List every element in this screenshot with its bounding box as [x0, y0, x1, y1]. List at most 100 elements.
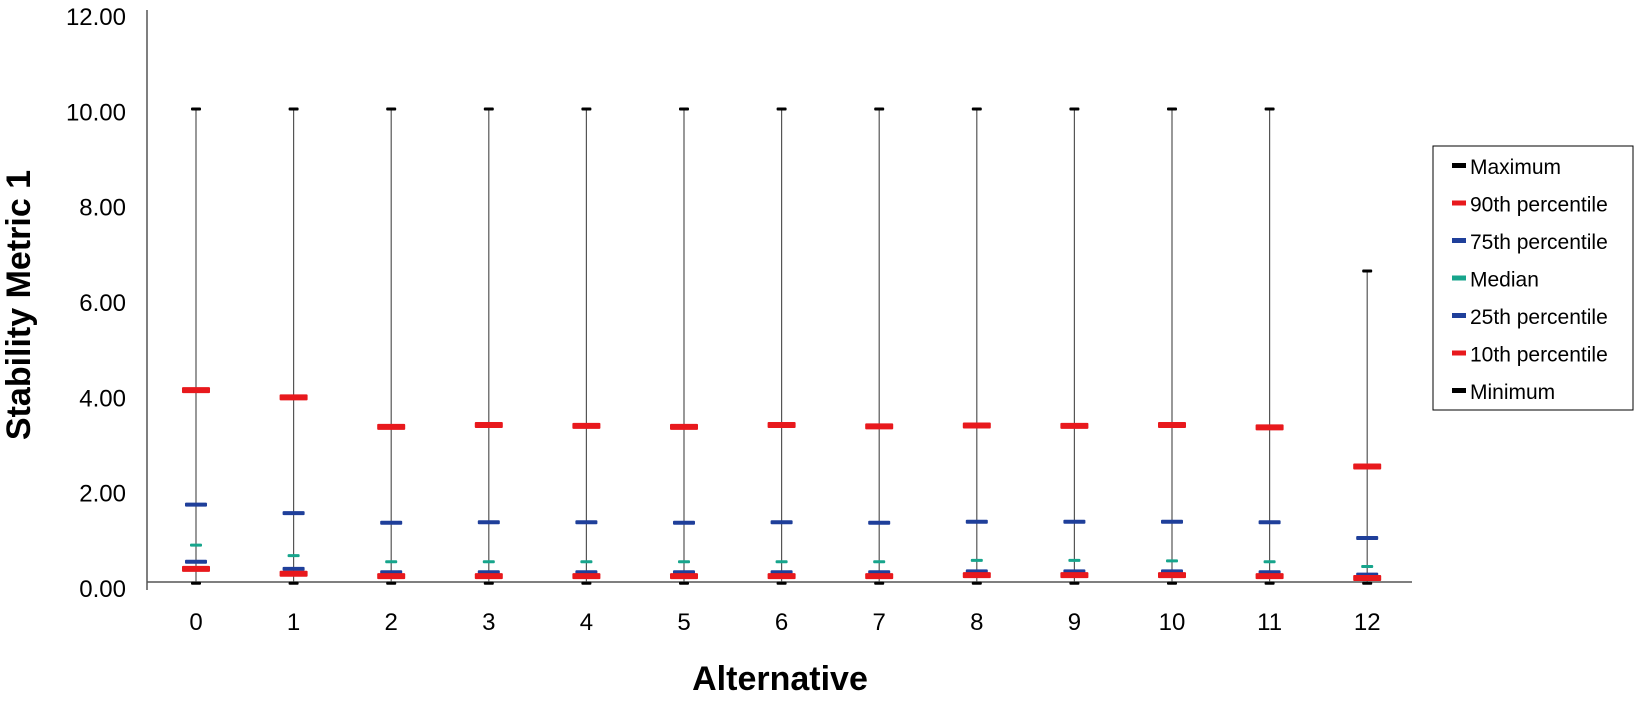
legend-item: 90th percentile	[1452, 194, 1608, 217]
mark-median	[482, 560, 495, 564]
mark-75th-percentile	[673, 520, 695, 525]
x-tick-label: 12	[1354, 609, 1381, 636]
legend-item: 10th percentile	[1452, 344, 1608, 367]
mark-minimum	[776, 581, 787, 585]
mark-10th-percentile	[962, 572, 991, 579]
mark-90th-percentile	[1060, 422, 1089, 429]
mark-75th-percentile	[1258, 520, 1281, 525]
y-tick-label: 6.00	[79, 290, 126, 317]
x-tick-label: 9	[1068, 609, 1081, 636]
x-tick-label: 8	[970, 609, 983, 636]
y-tick-label: 4.00	[79, 385, 126, 412]
mark-minimum	[288, 581, 299, 585]
mark-75th-percentile	[185, 502, 207, 507]
mark-75th-percentile	[1356, 535, 1379, 540]
range-lines	[195, 108, 1368, 584]
mark-minimum	[1069, 581, 1080, 585]
mark-90th-percentile	[670, 423, 698, 430]
mark-maximum	[1264, 107, 1275, 111]
x-tick-label: 7	[873, 609, 886, 636]
mark-minimum	[386, 581, 397, 585]
mark-10th-percentile	[767, 573, 796, 580]
mark-median	[775, 560, 788, 564]
legend-item: 75th percentile	[1452, 231, 1608, 254]
mark-10th-percentile	[572, 573, 601, 580]
x-tick-label: 3	[482, 609, 495, 636]
legend-item: Minimum	[1452, 381, 1555, 404]
x-tick-label: 6	[775, 609, 788, 636]
legend-label: 90th percentile	[1470, 194, 1608, 217]
mark-10th-percentile	[279, 570, 308, 577]
mark-minimum	[1167, 581, 1177, 585]
mark-90th-percentile	[962, 422, 991, 429]
mark-minimum	[191, 581, 201, 585]
mark-maximum	[483, 107, 494, 111]
mark-maximum	[679, 107, 689, 111]
legend: Maximum 90th percentile 75th percentile Med…	[1432, 145, 1634, 411]
y-tick-label: 0.00	[79, 576, 126, 603]
mark-10th-percentile	[1158, 572, 1186, 579]
mark-10th-percentile	[1060, 572, 1089, 579]
x-axis-title: Alternative	[692, 660, 868, 698]
mark-maximum	[776, 107, 787, 111]
mark-90th-percentile	[474, 421, 503, 428]
mark-minimum	[874, 581, 885, 585]
mark-maximum	[1362, 269, 1373, 273]
mark-90th-percentile	[182, 387, 210, 394]
legend-label: 10th percentile	[1470, 344, 1608, 367]
legend-label: 25th percentile	[1470, 306, 1608, 329]
y-axis-ticks: 0.00 2.00 4.00 6.00 8.00 10.00 12.00	[66, 4, 126, 603]
y-tick-label: 12.00	[66, 4, 126, 31]
legend-swatch	[1452, 350, 1466, 356]
legend-label: Minimum	[1470, 381, 1555, 404]
mark-25th-percentile	[185, 559, 207, 564]
mark-median	[190, 543, 202, 547]
legend-item: Median	[1452, 269, 1539, 292]
mark-minimum	[581, 581, 592, 585]
mark-minimum	[483, 581, 494, 585]
mark-minimum	[971, 581, 982, 585]
mark-90th-percentile	[767, 421, 796, 428]
mark-75th-percentile	[770, 520, 793, 525]
x-tick-label: 4	[580, 609, 593, 636]
legend-swatch	[1452, 163, 1466, 168]
mark-maximum	[874, 107, 885, 111]
legend-item: Maximum	[1452, 156, 1561, 179]
legend-box	[1432, 145, 1634, 411]
mark-minimum	[1264, 581, 1275, 585]
x-tick-label: 11	[1257, 609, 1282, 636]
y-tick-label: 8.00	[79, 195, 126, 222]
legend-swatch	[1452, 313, 1466, 318]
mark-10th-percentile	[865, 573, 894, 580]
legend-swatch	[1452, 200, 1466, 206]
mark-median	[580, 560, 593, 564]
mark-90th-percentile	[377, 423, 406, 430]
mark-median	[678, 560, 690, 564]
mark-median	[1263, 560, 1276, 564]
mark-median	[970, 558, 983, 562]
x-axis-ticks: 0 1 2 3 4 5 6 7 8 9 10 11 12	[189, 609, 1380, 636]
mark-90th-percentile	[1255, 424, 1284, 431]
mark-10th-percentile	[474, 573, 503, 580]
mark-75th-percentile	[1161, 519, 1183, 524]
data-marks	[182, 107, 1382, 585]
mark-75th-percentile	[575, 520, 598, 525]
mark-90th-percentile	[1158, 421, 1186, 428]
mark-10th-percentile	[1255, 573, 1284, 580]
legend-label: 75th percentile	[1470, 231, 1608, 254]
legend-swatch	[1452, 388, 1466, 393]
mark-median	[1068, 558, 1081, 562]
mark-median	[873, 560, 886, 564]
legend-item: 25th percentile	[1452, 306, 1608, 329]
x-tick-label: 2	[385, 609, 398, 636]
mark-maximum	[1167, 107, 1177, 111]
mark-25th-percentile	[282, 566, 305, 571]
mark-90th-percentile	[572, 422, 601, 429]
mark-75th-percentile	[282, 511, 305, 516]
mark-maximum	[191, 107, 201, 111]
plot-area	[146, 10, 1412, 590]
mark-10th-percentile	[377, 573, 406, 580]
legend-label: Median	[1470, 269, 1539, 292]
mark-90th-percentile	[865, 423, 894, 430]
